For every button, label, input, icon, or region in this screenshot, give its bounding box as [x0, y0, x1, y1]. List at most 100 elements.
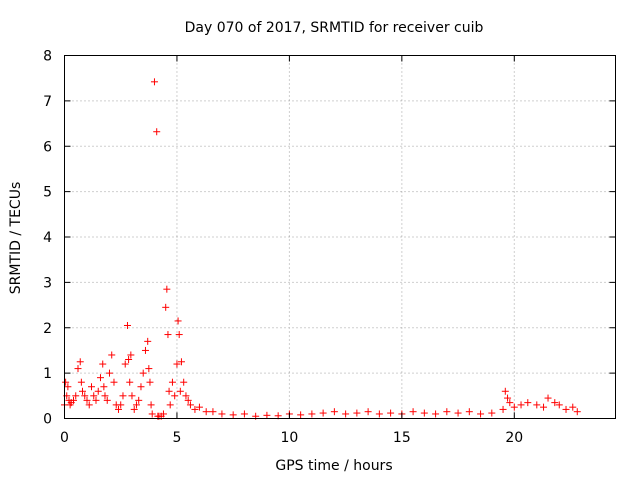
data-point: [130, 405, 138, 413]
data-point: [96, 374, 104, 382]
data-point: [128, 392, 136, 400]
data-point: [146, 378, 154, 386]
data-point: [114, 405, 122, 413]
data-point: [330, 408, 338, 416]
data-point: [92, 396, 100, 404]
data-point: [62, 378, 70, 386]
data-point: [137, 383, 145, 391]
data-point: [139, 369, 147, 377]
data-point: [540, 403, 548, 411]
data-point: [176, 387, 184, 395]
y-tick-label: 2: [43, 321, 52, 337]
data-point: [297, 411, 305, 419]
axis-ticks: 0 5 10 15 20 0 1 2 3 4 5 6 7 8: [43, 49, 616, 446]
y-tick-label: 5: [43, 185, 52, 201]
data-point: [85, 401, 93, 409]
data-point: [504, 394, 512, 402]
data-point: [147, 401, 155, 409]
data-point: [409, 408, 417, 416]
data-point: [420, 409, 428, 417]
x-tick-label: 10: [280, 430, 298, 446]
data-point: [76, 358, 84, 366]
data-point: [126, 378, 134, 386]
data-point: [184, 396, 192, 404]
data-point: [555, 401, 563, 409]
data-point: [81, 392, 89, 400]
y-tick-label: 1: [43, 366, 52, 382]
data-point: [174, 317, 182, 325]
data-point: [87, 383, 95, 391]
data-point: [544, 394, 552, 402]
data-point: [74, 365, 82, 373]
data-point: [569, 403, 577, 411]
x-tick-label: 15: [393, 430, 411, 446]
data-point: [443, 408, 451, 416]
y-tick-label: 3: [43, 275, 52, 291]
data-point: [64, 383, 72, 391]
data-point: [159, 410, 167, 418]
data-point: [186, 401, 194, 409]
data-point: [123, 321, 131, 329]
data-point: [83, 396, 91, 404]
data-point: [263, 411, 271, 419]
data-point: [182, 392, 190, 400]
data-point: [308, 410, 316, 418]
y-tick-label: 8: [43, 49, 52, 65]
grid: [64, 55, 616, 419]
data-point: [148, 410, 156, 418]
data-point: [353, 409, 361, 417]
data-point: [229, 411, 237, 419]
data-point: [506, 399, 514, 407]
data-point: [110, 378, 118, 386]
chart-title: Day 070 of 2017, SRMTID for receiver cui…: [185, 20, 484, 36]
data-point: [175, 331, 183, 339]
data-point: [573, 408, 581, 416]
data-point: [454, 409, 462, 417]
data-point: [168, 378, 176, 386]
data-point: [166, 401, 174, 409]
data-point: [218, 410, 226, 418]
data-point: [119, 392, 127, 400]
data-point: [510, 403, 518, 411]
data-point: [517, 401, 525, 409]
data-point: [551, 399, 559, 407]
data-point: [72, 392, 80, 400]
data-point: [342, 410, 350, 418]
data-point: [533, 401, 541, 409]
data-point: [171, 392, 179, 400]
data-point: [69, 396, 77, 404]
data-point: [90, 392, 98, 400]
data-point: [364, 408, 372, 416]
data-point: [135, 396, 143, 404]
data-point: [432, 410, 440, 418]
data-point: [144, 337, 152, 345]
data-point: [105, 369, 113, 377]
data-point: [180, 378, 188, 386]
data-point: [375, 410, 383, 418]
data-point: [153, 128, 161, 136]
data-point: [501, 387, 509, 395]
data-point: [117, 401, 125, 409]
data-point: [162, 303, 170, 311]
data-point: [387, 409, 395, 417]
data-point: [177, 358, 185, 366]
data-point: [127, 351, 135, 359]
y-tick-label: 6: [43, 139, 52, 155]
data-point: [477, 410, 485, 418]
data-point: [108, 351, 116, 359]
x-tick-label: 5: [172, 430, 181, 446]
data-point: [465, 408, 473, 416]
data-point: [125, 356, 133, 364]
data-point: [240, 410, 248, 418]
y-tick-label: 7: [43, 94, 52, 110]
data-point: [99, 360, 107, 368]
data-point: [163, 285, 171, 293]
data-point: [202, 408, 210, 416]
data-point: [209, 408, 217, 416]
data-point: [145, 365, 153, 373]
data-point: [141, 346, 149, 354]
x-tick-label: 20: [505, 430, 523, 446]
data-point: [100, 383, 108, 391]
y-axis-title: SRMTID / TECUs: [8, 182, 24, 295]
